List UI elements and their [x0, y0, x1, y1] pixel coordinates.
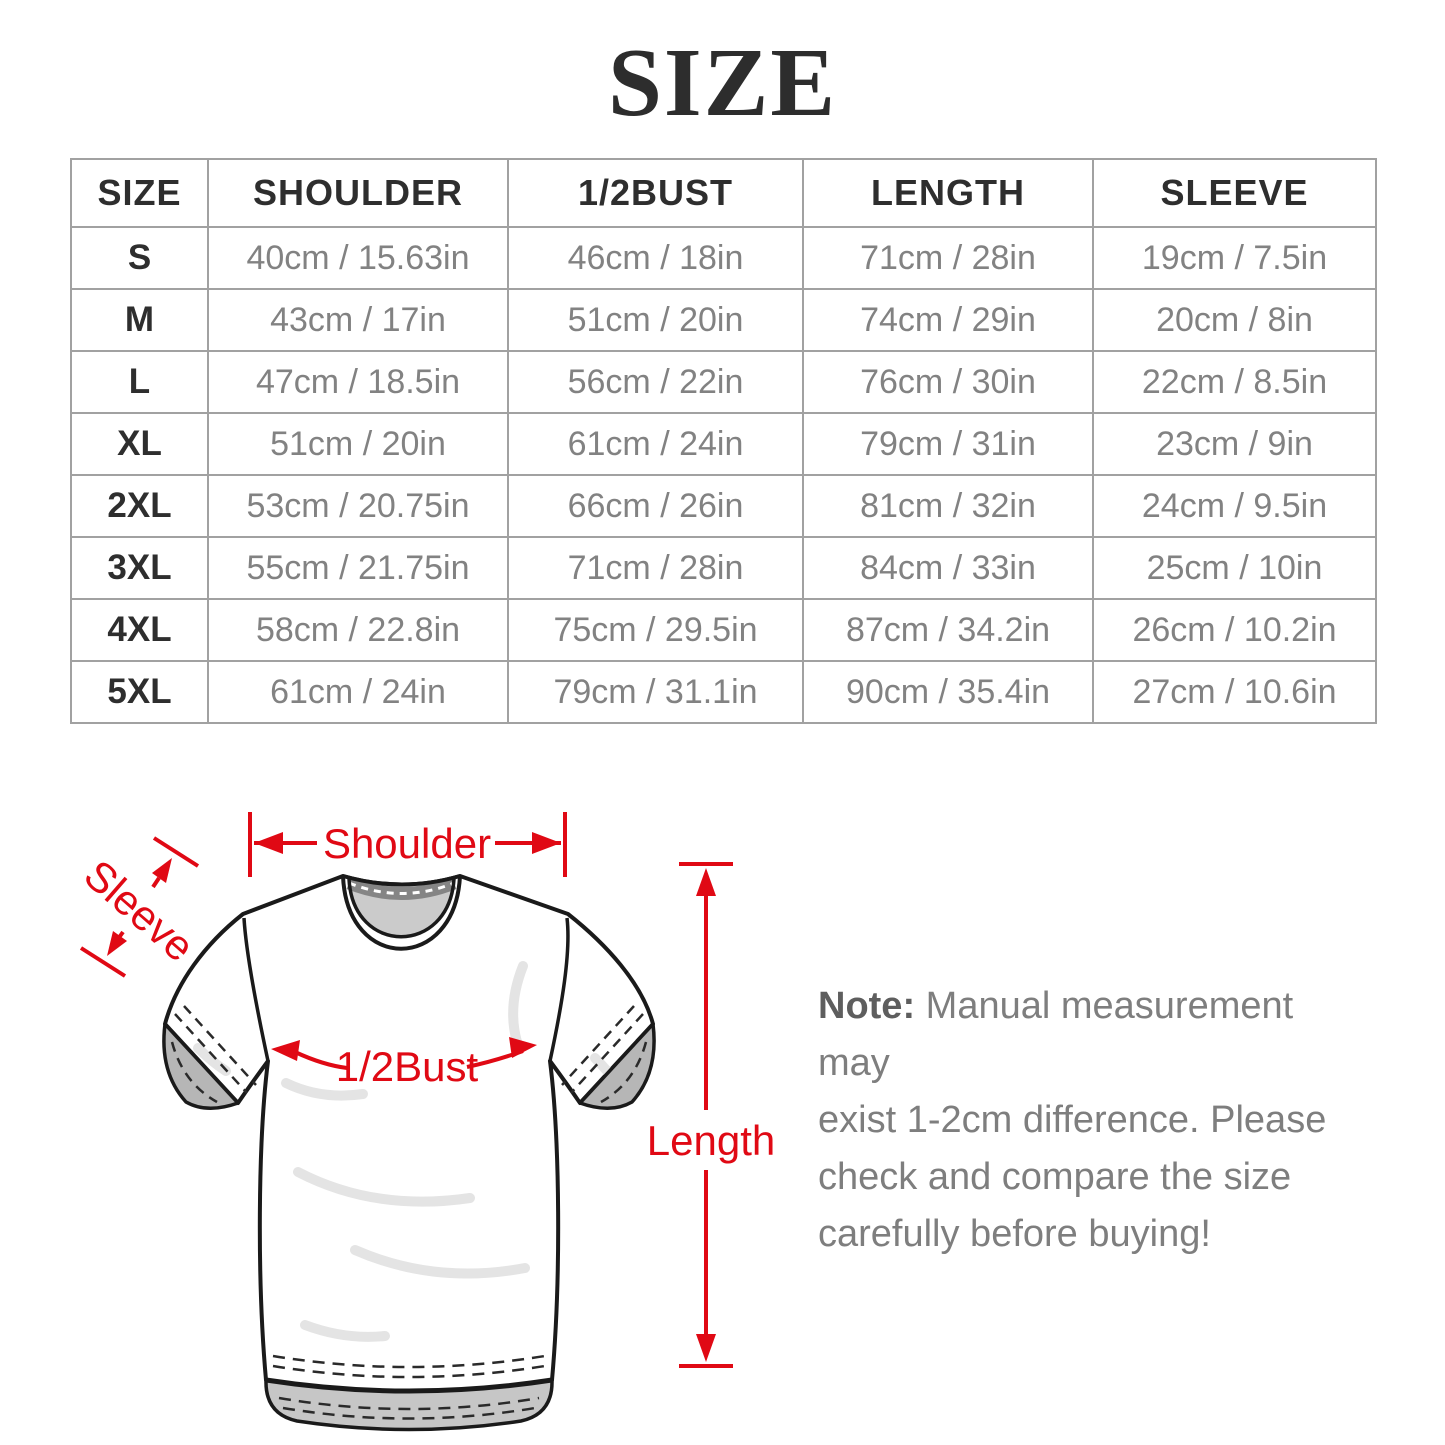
note-line: check and compare the size	[818, 1156, 1292, 1198]
size-cell: L	[70, 350, 209, 414]
size-table: SIZE SHOULDER 1/2BUST LENGTH SLEEVE S 40cm / …	[70, 158, 1377, 724]
measurement-cell: 40cm / 15.63in	[207, 226, 509, 290]
column-header: SLEEVE	[1092, 158, 1377, 228]
left-sleeve-seam	[242, 917, 270, 1062]
measurement-cell: 71cm / 28in	[802, 226, 1094, 290]
length-label: Length	[647, 1117, 775, 1164]
sleeve-label: Sleeve	[75, 851, 203, 971]
column-header: LENGTH	[802, 158, 1094, 228]
table-row: S 40cm / 15.63in 46cm / 18in 71cm / 28in 19c…	[70, 226, 1377, 290]
measurement-cell: 84cm / 33in	[802, 536, 1094, 600]
table-row: 2XL 53cm / 20.75in 66cm / 26in 81cm / 32in 2…	[70, 474, 1377, 538]
column-header: 1/2BUST	[507, 158, 804, 228]
half-bust-measure-arrow: 1/2Bust	[271, 1037, 537, 1090]
size-cell: 2XL	[70, 474, 209, 538]
size-cell: XL	[70, 412, 209, 476]
measurement-cell: 58cm / 22.8in	[207, 598, 509, 662]
left-cuff	[162, 1005, 257, 1110]
length-measure-arrow: Length	[647, 862, 775, 1368]
size-table-header-row: SIZE SHOULDER 1/2BUST LENGTH SLEEVE	[70, 158, 1377, 228]
note-line: carefully before buying!	[818, 1213, 1211, 1255]
measurement-cell: 51cm / 20in	[507, 288, 804, 352]
measurement-cell: 23cm / 9in	[1092, 412, 1377, 476]
measurement-cell: 81cm / 32in	[802, 474, 1094, 538]
table-row: 5XL 61cm / 24in 79cm / 31.1in 90cm / 35.4in…	[70, 660, 1377, 724]
measurement-cell: 24cm / 9.5in	[1092, 474, 1377, 538]
shoulder-measure-arrow: Shoulder	[248, 812, 567, 877]
measurement-cell: 26cm / 10.2in	[1092, 598, 1377, 662]
sleeve-measure-arrow: Sleeve	[75, 836, 203, 978]
shoulder-label: Shoulder	[323, 820, 491, 867]
size-cell: 3XL	[70, 536, 209, 600]
right-sleeve-seam	[548, 917, 570, 1062]
size-cell: 4XL	[70, 598, 209, 662]
measurement-cell: 74cm / 29in	[802, 288, 1094, 352]
measurement-cell: 61cm / 24in	[507, 412, 804, 476]
collar	[341, 874, 462, 951]
table-row: 4XL 58cm / 22.8in 75cm / 29.5in 87cm / 34.2…	[70, 598, 1377, 662]
measurement-cell: 56cm / 22in	[507, 350, 804, 414]
measurement-cell: 61cm / 24in	[207, 660, 509, 724]
table-row: M 43cm / 17in 51cm / 20in 74cm / 29in 20cm /…	[70, 288, 1377, 352]
tshirt-illustration	[162, 874, 656, 1432]
note-bold-prefix: Note:	[818, 985, 916, 1027]
tshirt-body-outline	[163, 874, 655, 1393]
size-cell: S	[70, 226, 209, 290]
measurement-cell: 90cm / 35.4in	[802, 660, 1094, 724]
note-line: Note: Manual measurement may	[818, 985, 1294, 1084]
table-row: 3XL 55cm / 21.75in 71cm / 28in 84cm / 33in 2…	[70, 536, 1377, 600]
column-header: SHOULDER	[207, 158, 509, 228]
size-cell: 5XL	[70, 660, 209, 724]
measurement-cell: 22cm / 8.5in	[1092, 350, 1377, 414]
measurement-cell: 53cm / 20.75in	[207, 474, 509, 538]
measurement-cell: 71cm / 28in	[507, 536, 804, 600]
page-title: SIZE	[607, 29, 838, 136]
measurement-cell: 76cm / 30in	[802, 350, 1094, 414]
table-row: XL 51cm / 20in 61cm / 24in 79cm / 31in 23cm …	[70, 412, 1377, 476]
tshirt-measurement-diagram: Shoulder Sleeve 1/2Bust	[75, 812, 775, 1432]
wrinkle-shading	[193, 961, 620, 1342]
measurement-cell: 47cm / 18.5in	[207, 350, 509, 414]
bottom-hem	[264, 1354, 554, 1432]
measurement-cell: 51cm / 20in	[207, 412, 509, 476]
note-line: exist 1-2cm difference. Please	[818, 1099, 1327, 1141]
measurement-cell: 79cm / 31.1in	[507, 660, 804, 724]
measurement-cell: 46cm / 18in	[507, 226, 804, 290]
measurement-cell: 25cm / 10in	[1092, 536, 1377, 600]
column-header: SIZE	[70, 158, 209, 228]
measurement-cell: 55cm / 21.75in	[207, 536, 509, 600]
measurement-cell: 79cm / 31in	[802, 412, 1094, 476]
measurement-cell: 87cm / 34.2in	[802, 598, 1094, 662]
measurement-cell: 27cm / 10.6in	[1092, 660, 1377, 724]
measurement-note: Note: Manual measurement may exist 1-2cm…	[818, 978, 1358, 1263]
measurement-cell: 66cm / 26in	[507, 474, 804, 538]
measurement-cell: 19cm / 7.5in	[1092, 226, 1377, 290]
size-cell: M	[70, 288, 209, 352]
size-table-body: S 40cm / 15.63in 46cm / 18in 71cm / 28in 19c…	[70, 226, 1377, 724]
measurement-cell: 43cm / 17in	[207, 288, 509, 352]
measurement-cell: 75cm / 29.5in	[507, 598, 804, 662]
right-cuff	[561, 1005, 656, 1110]
measurement-cell: 20cm / 8in	[1092, 288, 1377, 352]
half-bust-label: 1/2Bust	[336, 1043, 479, 1090]
table-row: L 47cm / 18.5in 56cm / 22in 76cm / 30in 22cm…	[70, 350, 1377, 414]
